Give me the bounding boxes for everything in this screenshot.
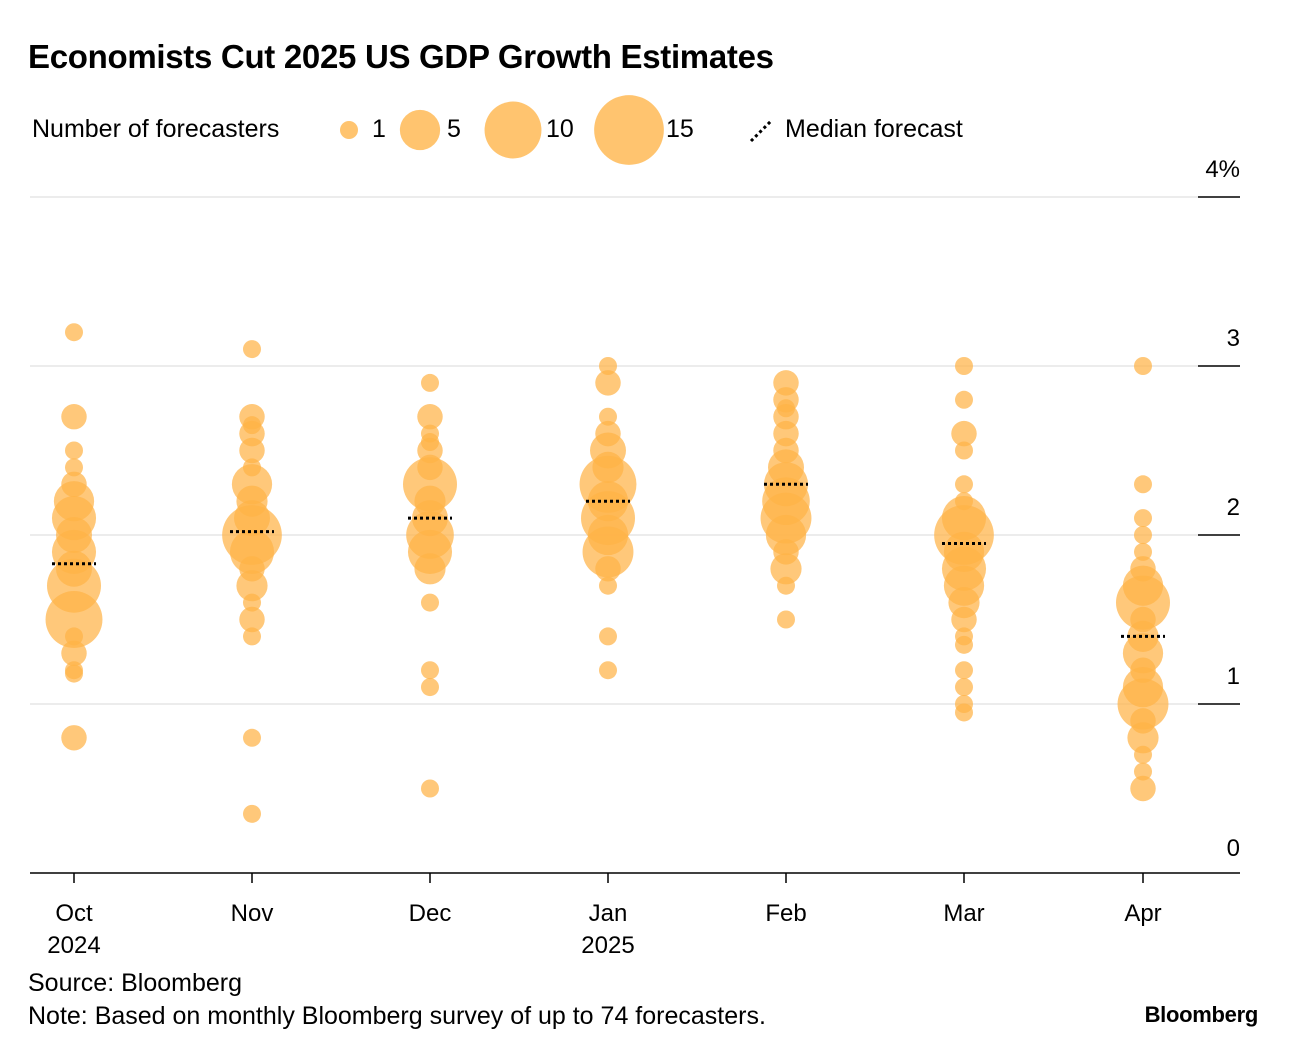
forecast-bubble: [955, 703, 973, 722]
median-legend-icon: [749, 118, 774, 143]
forecast-bubble: [239, 437, 265, 464]
legend-bubble-15: [594, 95, 664, 165]
legend-bubble-10: [484, 101, 542, 159]
forecast-bubble: [595, 370, 621, 396]
forecast-bubble: [243, 804, 261, 823]
legend-count-15: 15: [666, 115, 694, 143]
forecast-bubble: [65, 664, 83, 683]
forecast-bubble: [955, 635, 973, 654]
forecast-bubble: [582, 526, 634, 578]
legend-bubble-5: [399, 109, 441, 151]
month-group-oct: [45, 323, 103, 751]
x-tick-label-oct: Oct: [55, 900, 93, 927]
note-text: Note: Based on monthly Bloomberg survey …: [28, 1002, 766, 1030]
forecast-bubble: [236, 570, 268, 602]
x-tick-sublabel-2024: 2024: [47, 932, 100, 959]
month-group-mar: [934, 357, 994, 722]
month-group-apr: [1116, 357, 1170, 802]
forecast-bubble: [1134, 526, 1152, 544]
forecast-bubble: [65, 323, 83, 342]
forecast-bubble: [951, 420, 977, 447]
legend-bubble-1: [340, 121, 358, 139]
forecast-bubble: [421, 661, 439, 680]
forecast-bubble: [417, 403, 443, 430]
x-tick-sublabel-2025: 2025: [581, 932, 634, 959]
x-tick-label-jan: Jan: [589, 900, 628, 927]
forecast-bubble: [955, 678, 973, 697]
forecast-bubble: [1116, 575, 1170, 630]
forecast-bubble: [955, 390, 973, 409]
forecast-bubble: [1134, 745, 1152, 764]
forecast-bubble: [421, 593, 439, 612]
forecast-bubble: [777, 610, 795, 629]
forecast-bubble: [45, 591, 103, 648]
legend-count-10: 10: [546, 115, 574, 143]
forecast-bubble: [1134, 509, 1152, 528]
forecast-bubble: [61, 640, 87, 667]
legend-size-label: Number of forecasters: [32, 115, 279, 143]
forecast-bubble: [777, 576, 795, 595]
month-group-nov: [222, 340, 282, 823]
x-tick-label-mar: Mar: [943, 900, 984, 927]
chart-title: Economists Cut 2025 US GDP Growth Estima…: [28, 38, 774, 75]
forecast-bubble: [599, 576, 617, 595]
legend-count-5: 5: [447, 115, 461, 143]
month-group-jan: [579, 357, 637, 680]
forecast-bubble: [65, 627, 83, 646]
y-tick-label-1: 1: [1227, 663, 1240, 690]
forecast-bubble: [1134, 542, 1152, 561]
y-tick-label-2: 2: [1227, 494, 1240, 521]
x-tick-label-feb: Feb: [765, 900, 806, 927]
forecast-bubble: [770, 553, 802, 585]
forecast-bubble: [243, 728, 261, 747]
forecast-bubble: [421, 779, 439, 798]
forecast-bubble: [1134, 762, 1152, 781]
forecast-bubble: [955, 661, 973, 680]
forecast-bubble: [243, 627, 261, 646]
y-tick-label-4: 4%: [1205, 156, 1240, 183]
forecast-bubble: [955, 475, 973, 494]
forecast-bubble: [65, 458, 83, 477]
forecast-bubble: [421, 373, 439, 392]
forecast-bubble: [951, 606, 977, 633]
forecast-bubble: [595, 556, 621, 582]
legend-count-1: 1: [372, 115, 386, 143]
forecast-bubble: [1134, 475, 1152, 494]
y-axis: 0 1 2 3 4%: [1198, 156, 1240, 862]
forecast-bubble: [421, 678, 439, 697]
forecast-bubble: [243, 593, 261, 612]
x-tick-label-dec: Dec: [409, 900, 452, 927]
forecast-bubble: [955, 357, 973, 375]
y-tick-label-3: 3: [1227, 325, 1240, 352]
forecast-bubble: [1117, 678, 1169, 730]
source-text: Source: Bloomberg: [28, 969, 243, 997]
forecast-bubble: [61, 725, 87, 751]
forecast-bubble: [599, 357, 617, 375]
x-tick-label-nov: Nov: [231, 900, 274, 927]
month-group-feb: [760, 370, 812, 629]
forecast-bubble: [243, 340, 261, 359]
y-tick-label-0: 0: [1227, 835, 1240, 862]
bloomberg-logo: Bloomberg: [1144, 1002, 1259, 1027]
month-group-dec: [403, 373, 457, 798]
forecast-bubble: [599, 407, 617, 426]
legend-median-label: Median forecast: [785, 115, 963, 143]
bubbles: [45, 323, 1170, 823]
x-tick-label-apr: Apr: [1124, 900, 1161, 927]
forecast-bubble: [955, 441, 973, 460]
forecast-bubble: [1130, 775, 1156, 802]
forecast-bubble: [61, 403, 87, 430]
forecast-bubble: [1134, 357, 1152, 375]
forecast-bubble: [239, 606, 265, 633]
legend: Number of forecasters 1 5 10 15 Median foreca…: [32, 95, 963, 165]
x-axis: Oct 2024 Nov Dec Jan 2025 Feb Mar Apr: [30, 872, 1240, 959]
forecast-bubble: [599, 661, 617, 680]
forecast-bubble: [599, 627, 617, 646]
footer: Source: Bloomberg Note: Based on monthly…: [28, 967, 766, 1033]
forecast-bubble: [65, 441, 83, 460]
median-markers: [52, 482, 1165, 638]
forecast-bubble: [1127, 722, 1159, 754]
forecast-bubble: [414, 553, 446, 585]
